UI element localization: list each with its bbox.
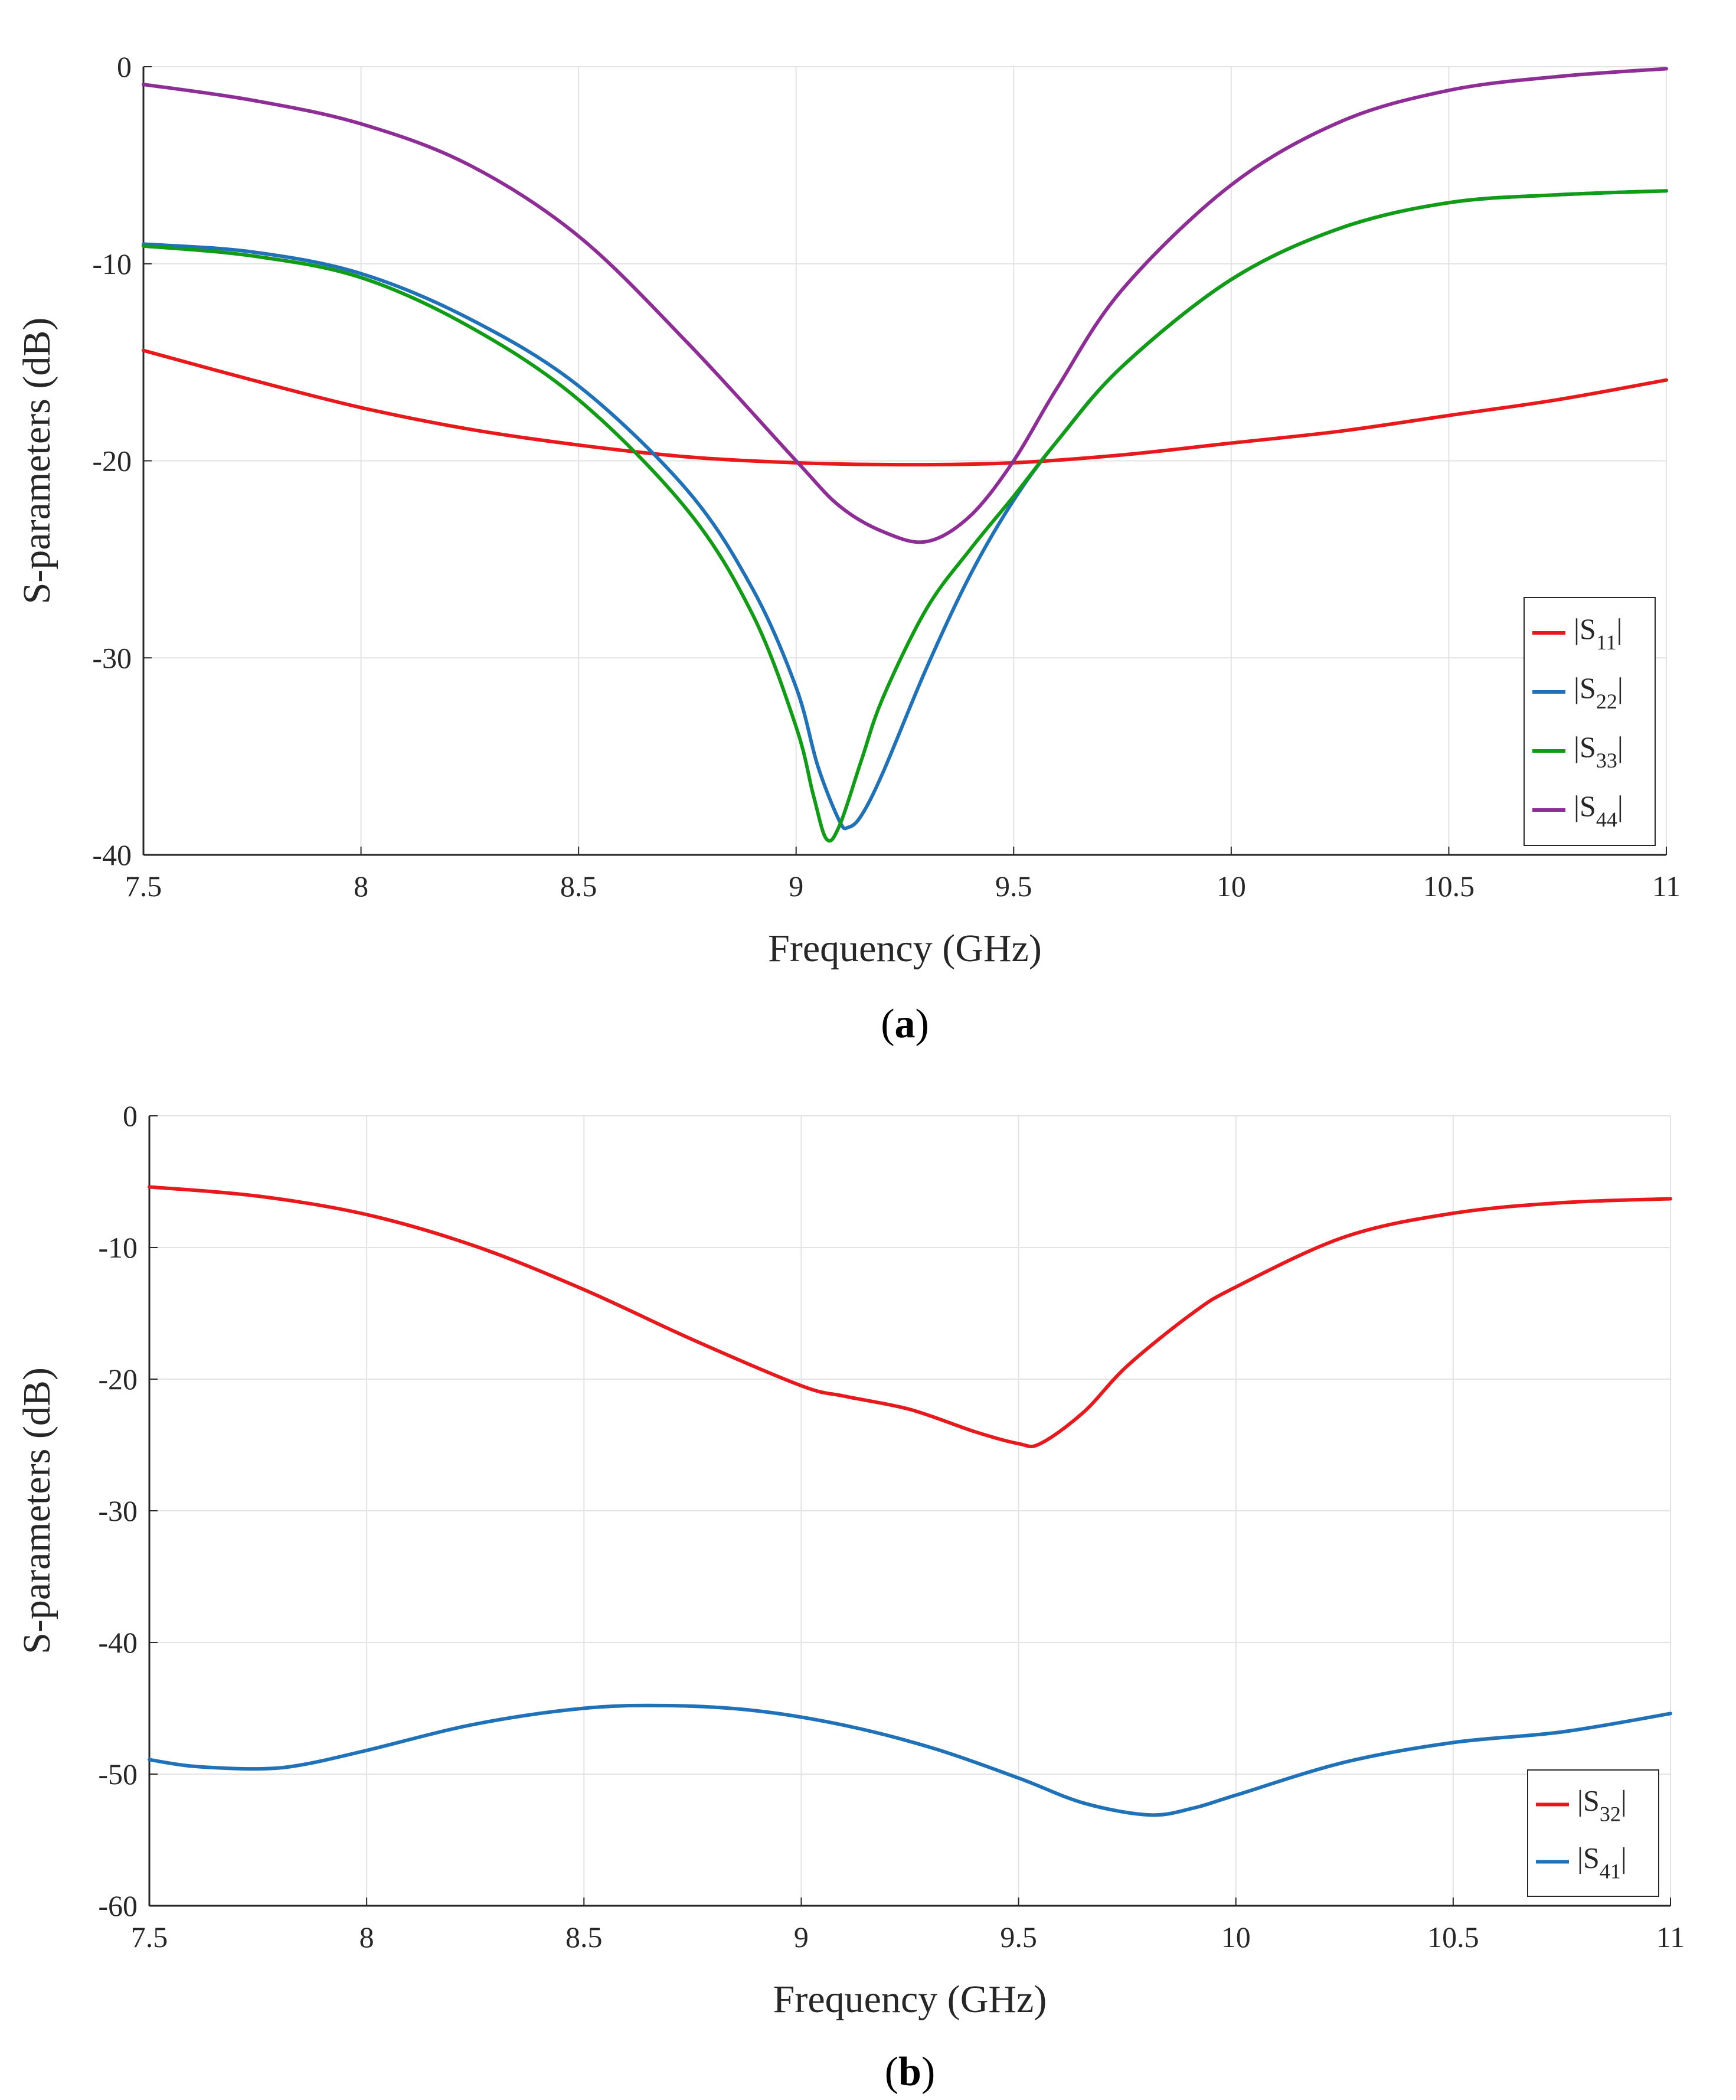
panel-label-close: ) (916, 1001, 929, 1047)
y-tick-label: -50 (98, 1758, 138, 1791)
legend-entry-41: |S41| (1536, 1841, 1627, 1883)
legend-label: |S33| (1574, 730, 1623, 772)
x-tick-label: 10 (1221, 1921, 1251, 1954)
x-tick-label: 7.5 (125, 870, 162, 903)
y-tick-label: -30 (92, 641, 132, 674)
x-tick-label: 7.5 (131, 1921, 168, 1954)
panel-label-open: ( (881, 1001, 894, 1047)
legend: |S32||S41| (1527, 1769, 1659, 1897)
y-tick-label: -30 (98, 1494, 138, 1527)
series-line-33 (142, 189, 1668, 843)
legend-box (1527, 1769, 1659, 1897)
legend-label-subscript: 33 (1596, 749, 1617, 772)
legend-label: |S41| (1577, 1841, 1627, 1883)
legend-label-close: | (1617, 612, 1623, 645)
x-tick-label: 11 (1652, 870, 1681, 903)
chart-panel-b: 7.5 8 8.5 9 9.5 10 10.5 11 0 -10 -20 -30 -40 -50 -60 Fr… (15, 1099, 1685, 2095)
legend-label-base: |S (1574, 789, 1596, 822)
legend-entry-33: |S33| (1532, 730, 1623, 772)
y-tick-label: 0 (117, 50, 132, 83)
series-line-41 (148, 1703, 1672, 1817)
x-tick-label: 9 (794, 1921, 809, 1954)
panel-label: (a) (881, 1001, 929, 1047)
y-tick-label: -40 (98, 1626, 138, 1659)
legend-label-close: | (1621, 1841, 1627, 1874)
x-axis-title: Frequency (GHz) (768, 927, 1042, 970)
y-tick-label: -20 (92, 445, 132, 478)
series-line-32 (148, 1185, 1672, 1449)
legend-box (1524, 597, 1656, 846)
y-axis-title: S-parameters (dB) (15, 1367, 58, 1654)
x-tick-label: 9.5 (995, 870, 1032, 903)
y-tick-label: -10 (92, 247, 132, 280)
legend-entry-22: |S22| (1532, 671, 1623, 713)
legend-label-base: |S (1577, 1841, 1600, 1874)
panel-label-open: ( (885, 2049, 898, 2095)
series-line-11 (142, 348, 1668, 467)
y-tick-label: -10 (98, 1231, 138, 1264)
panel-label: (b) (885, 2049, 936, 2095)
x-tick-label: 10.5 (1423, 870, 1475, 903)
y-tick-label: 0 (123, 1099, 138, 1132)
x-tick-label: 10 (1217, 870, 1246, 903)
panel-label-letter: b (898, 2049, 921, 2095)
y-tick-label: -40 (92, 838, 132, 871)
y-tick-label: -60 (98, 1889, 138, 1922)
legend-label-base: |S (1574, 730, 1596, 763)
x-tick-label: 9 (789, 870, 803, 903)
legend-label-close: | (1621, 1784, 1627, 1817)
legend-label-subscript: 11 (1596, 631, 1617, 654)
legend-label-subscript: 22 (1596, 690, 1617, 713)
legend-label-base: |S (1574, 612, 1596, 645)
legend-label: |S22| (1574, 671, 1623, 713)
legend: |S11||S22||S33||S44| (1524, 597, 1656, 846)
x-tick-label: 8 (359, 1921, 374, 1954)
legend-entry-32: |S32| (1536, 1784, 1627, 1826)
chart-panel-a: 7.5 8 8.5 9 9.5 10 10.5 11 0 -10 -20 -30 -40 Frequenc… (15, 50, 1681, 1047)
legend-label-close: | (1617, 730, 1623, 763)
legend-label: |S32| (1577, 1784, 1627, 1826)
x-tick-label: 8.5 (565, 1921, 603, 1954)
x-tick-label: 10.5 (1427, 1921, 1479, 1954)
legend-label-base: |S (1574, 671, 1596, 704)
legend-label: |S44| (1574, 789, 1623, 831)
panel-label-close: ) (921, 2049, 935, 2095)
legend-label-close: | (1617, 671, 1623, 704)
y-tick-label: -20 (98, 1363, 138, 1396)
legend-label-subscript: 44 (1596, 808, 1617, 831)
legend-entry-11: |S11| (1532, 612, 1623, 654)
legend-label-close: | (1617, 789, 1623, 822)
panel-label-letter: a (895, 1001, 916, 1047)
y-axis-title: S-parameters (dB) (15, 318, 58, 605)
legend-label-subscript: 32 (1600, 1802, 1621, 1826)
x-axis-title: Frequency (GHz) (773, 1978, 1047, 2021)
x-tick-label: 8.5 (560, 870, 597, 903)
series-line-44 (142, 67, 1668, 544)
legend-entry-44: |S44| (1532, 789, 1623, 831)
x-tick-label: 11 (1656, 1921, 1685, 1954)
x-tick-label: 8 (354, 870, 368, 903)
legend-label-base: |S (1577, 1784, 1600, 1817)
legend-label: |S11| (1574, 612, 1623, 654)
legend-label-subscript: 41 (1600, 1860, 1621, 1883)
x-tick-label: 9.5 (1000, 1921, 1037, 1954)
